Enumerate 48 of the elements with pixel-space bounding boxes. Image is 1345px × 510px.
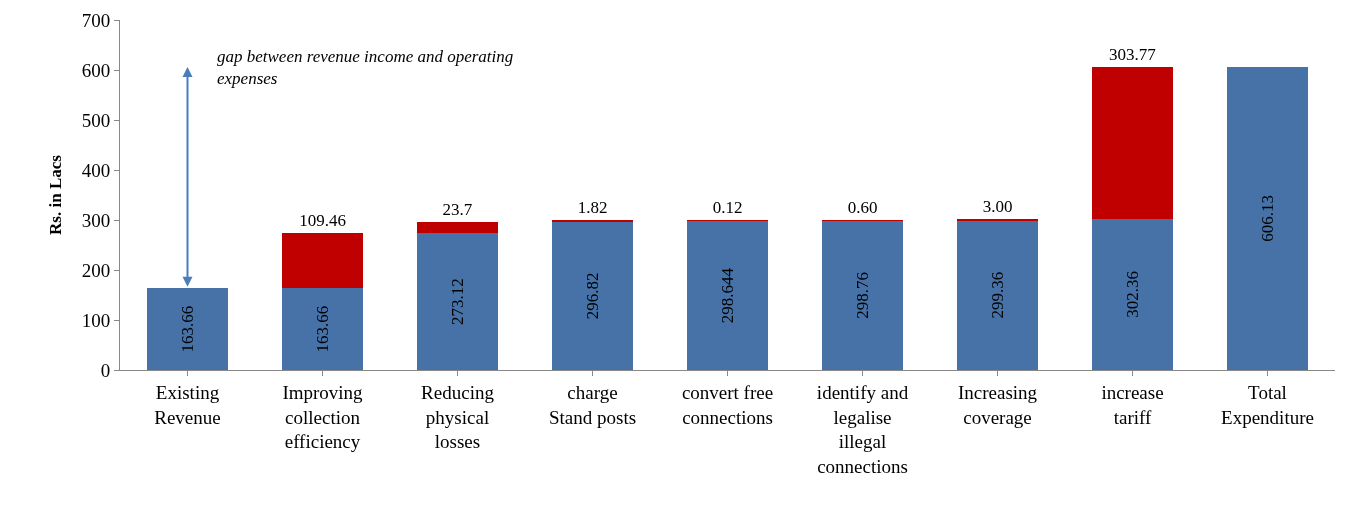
data-label: 298.644 (718, 267, 737, 324)
data-label: 163.66 (178, 305, 197, 353)
y-tick-label: 300 (81, 209, 111, 231)
y-axis-title: Rs. in Lacs (46, 154, 66, 235)
data-label: 3.00 (982, 196, 1013, 216)
y-tick-label: 500 (81, 109, 111, 131)
bar (822, 220, 903, 370)
bar (282, 233, 363, 289)
x-tick-label: increase tariff (1101, 381, 1164, 428)
x-tick-label: Existing Revenue (154, 381, 221, 428)
data-label: 302.36 (1123, 271, 1142, 318)
bar (417, 221, 498, 234)
bar (147, 288, 228, 370)
annotation: gap between revenue income and operating expenses (217, 47, 514, 89)
y-tick-label: 100 (81, 309, 111, 331)
bar (687, 220, 768, 370)
bar (282, 288, 363, 370)
data-label: 163.66 (313, 305, 332, 353)
bar (552, 221, 633, 370)
x-tick-label: Total Expenditure (1221, 381, 1314, 428)
x-tick-label: convert free connections (681, 381, 774, 428)
data-label: 298.76 (853, 271, 872, 319)
bar (417, 233, 498, 370)
x-tick-label: charge Stand posts (548, 381, 637, 428)
y-tick-label: 600 (81, 59, 111, 81)
data-label: 0.60 (847, 198, 878, 217)
x-tick-label: Reducing physical losses (421, 381, 495, 453)
y-tick-label: 0 (100, 359, 111, 381)
x-tick-label: Increasing coverage (957, 381, 1038, 428)
data-label: 23.7 (442, 199, 473, 219)
data-label: 303.77 (1108, 44, 1157, 64)
data-label: 0.12 (712, 198, 743, 217)
x-tick-label: Improving collection efficiency (282, 381, 364, 453)
x-tick-label: identify and legalise illegal connections (816, 381, 909, 477)
bar (957, 218, 1038, 221)
data-label: 273.12 (448, 278, 467, 326)
y-tick-label: 700 (81, 9, 111, 31)
data-label: 109.46 (299, 211, 346, 231)
bar (1092, 66, 1173, 219)
bar (957, 220, 1038, 370)
data-label: 1.82 (577, 198, 608, 217)
y-tick-label: 400 (81, 159, 111, 181)
data-label: 299.36 (988, 271, 1007, 319)
data-label: 606.13 (1258, 195, 1277, 242)
bar (1092, 218, 1173, 370)
data-label: 296.82 (583, 272, 602, 320)
bar (1227, 66, 1308, 370)
y-tick-label: 200 (81, 259, 111, 281)
